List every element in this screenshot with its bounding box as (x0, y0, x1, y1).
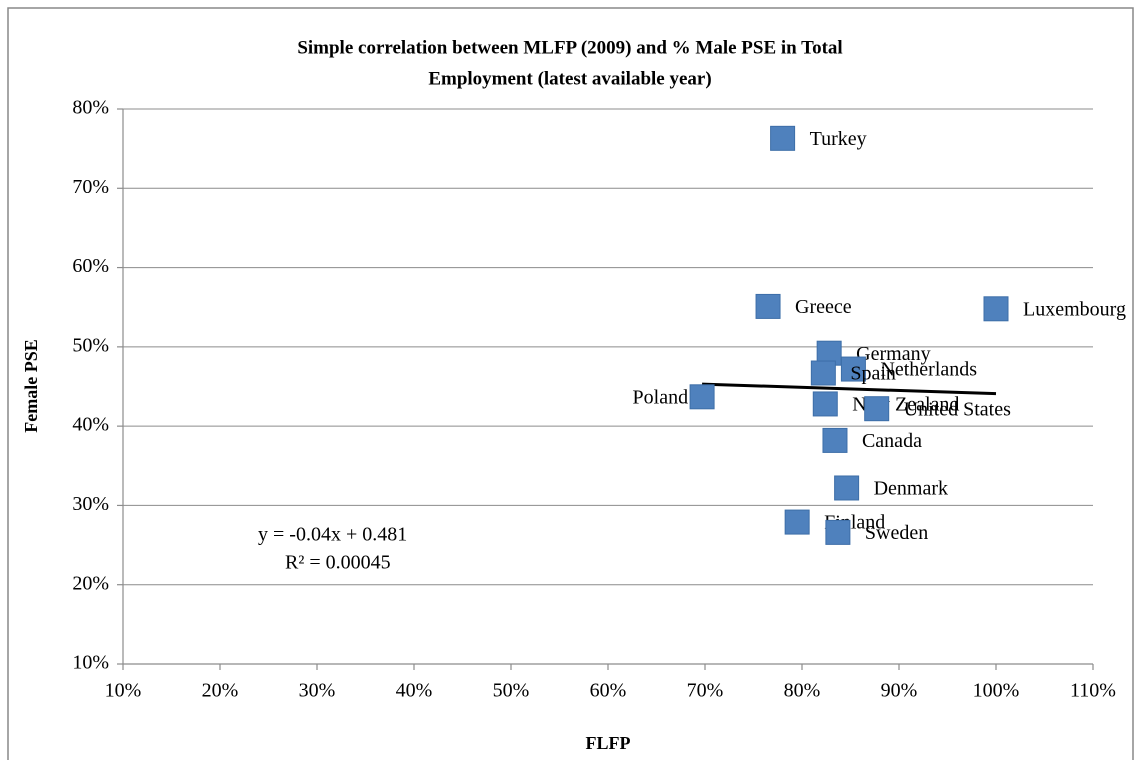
point (983, 296, 1009, 322)
x-tick-label: 20% (202, 680, 239, 702)
y-tick-label: 80% (72, 97, 109, 119)
y-tick-label: 10% (72, 652, 109, 674)
y-tick-label: 60% (72, 255, 109, 277)
trendline-r2: R² = 0.00045 (285, 552, 391, 574)
x-tick-label: 30% (299, 680, 336, 702)
x-tick-label: 100% (973, 680, 1020, 702)
x-tick-label: 10% (105, 680, 142, 702)
point (770, 125, 796, 151)
point-label: Greece (795, 296, 852, 318)
point-label: Canada (862, 430, 922, 452)
x-tick-label: 110% (1070, 680, 1116, 702)
y-tick-label: 50% (72, 334, 109, 356)
chart-frame (7, 7, 1134, 760)
trendline (702, 382, 997, 396)
point-label: Turkey (810, 128, 867, 150)
point (689, 384, 715, 410)
point-label: Spain (850, 363, 896, 385)
point (822, 427, 848, 453)
point-label: Netherlands (880, 359, 977, 381)
point-label: United States (904, 398, 1011, 420)
point-label: Poland (633, 386, 689, 408)
x-tick-label: 60% (590, 680, 627, 702)
x-axis-title: FLFP (586, 733, 631, 753)
point (834, 475, 860, 501)
trendline-equation: y = -0.04x + 0.481 (258, 524, 407, 546)
point-label: Sweden (865, 522, 928, 544)
point (840, 356, 866, 382)
x-tick-label: 70% (687, 680, 724, 702)
chart-title: Employment (latest available year) (428, 68, 711, 89)
point (755, 293, 781, 319)
y-tick-label: 30% (72, 493, 109, 515)
point (864, 396, 890, 422)
y-tick-label: 40% (72, 414, 109, 436)
point-label: Denmark (874, 478, 948, 500)
x-tick-label: 40% (396, 680, 433, 702)
chart-title: Simple correlation between MLFP (2009) a… (297, 37, 842, 58)
point (810, 360, 836, 386)
y-axis-title: Female PSE (21, 339, 41, 432)
point (812, 391, 838, 417)
point (784, 509, 810, 535)
x-tick-label: 90% (881, 680, 918, 702)
y-tick-label: 70% (72, 176, 109, 198)
point-label: Germany (856, 343, 930, 365)
x-tick-label: 50% (493, 680, 530, 702)
y-tick-label: 20% (72, 572, 109, 594)
point (825, 519, 851, 545)
x-tick-label: 80% (784, 680, 821, 702)
point-label: Luxembourg (1023, 298, 1126, 320)
